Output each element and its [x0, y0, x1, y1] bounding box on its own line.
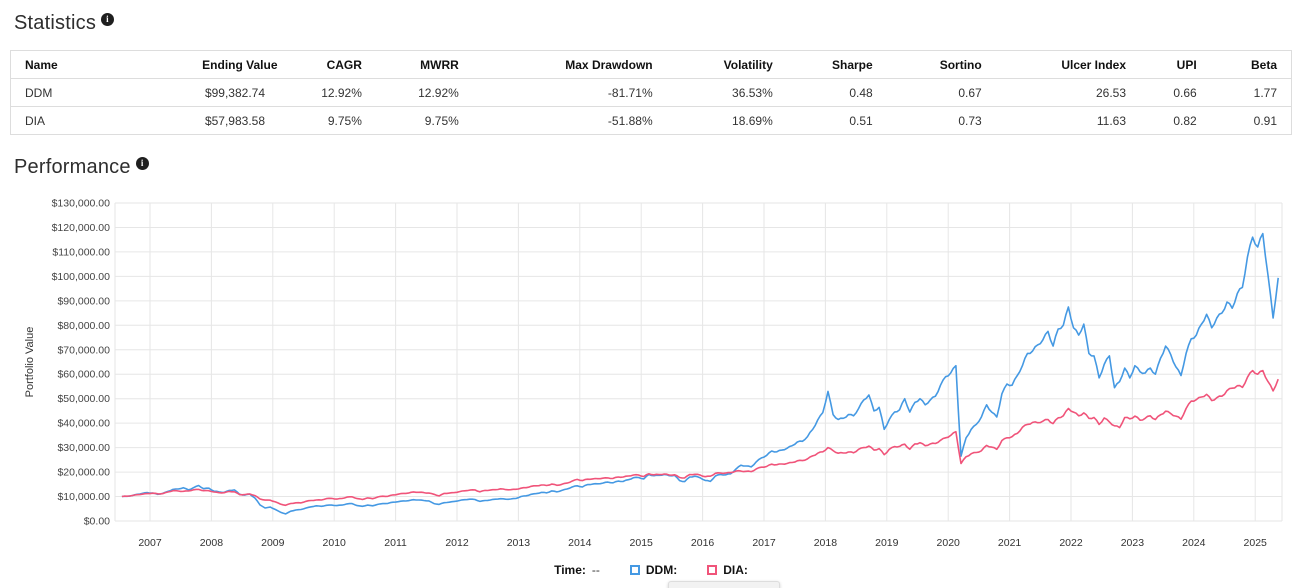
dia-series-swatch — [707, 565, 718, 575]
statistics-info-icon[interactable]: i — [101, 13, 115, 26]
x-tick-label: 2013 — [507, 537, 531, 549]
y-tick-label: $40,000.00 — [57, 418, 110, 430]
y-tick-label: $10,000.00 — [57, 491, 110, 503]
dia-sortino: 0.73 — [958, 114, 982, 128]
y-tick-label: $20,000.00 — [57, 467, 110, 479]
ddm-series-line — [121, 232, 1279, 515]
x-tick-label: 2012 — [445, 537, 469, 549]
dia-ulcer-index: 11.63 — [1096, 114, 1127, 128]
statistics-title-text: Statistics — [14, 12, 97, 34]
statistics-section-title: Statistics i — [14, 12, 115, 35]
col-ending-value: Ending Value — [188, 50, 279, 79]
x-tick-label: 2014 — [568, 537, 592, 549]
x-tick-label: 2015 — [630, 537, 654, 549]
legend-time-value: -- — [591, 563, 600, 577]
performance-info-icon[interactable]: i — [135, 157, 149, 170]
col-sharpe: Sharpe — [786, 50, 887, 79]
y-tick-label: $100,000.00 — [52, 271, 111, 283]
ddm-sortino: 0.67 — [886, 78, 996, 107]
ddm-max-drawdown: -81.71% — [472, 78, 667, 107]
legend-item-dia[interactable]: DIA: — [707, 563, 748, 577]
col-sortino: Sortino — [886, 50, 996, 79]
table-row-dia: DIA $57,983.58 9.75% 9.75% -51.88% 18.69… — [11, 107, 1292, 135]
x-tick-label: 2010 — [323, 537, 347, 549]
y-tick-label: $110,000.00 — [52, 246, 110, 258]
legend-time-label: Time: — [554, 563, 586, 577]
partial-popup — [668, 581, 780, 588]
y-tick-label: $130,000.00 — [52, 198, 111, 210]
stats-header-row: Name Ending Value CAGR MWRR Max Drawdown… — [10, 50, 1292, 79]
table-row-ddm: DDM $99,382.74 12.92% 12.92% -81.71% 36.… — [10, 78, 1292, 107]
dia-cagr: 9.75% — [327, 114, 362, 128]
col-max-drawdown: Max Drawdown — [472, 50, 667, 79]
dia-name: DIA — [25, 114, 46, 128]
y-tick-label: $60,000.00 — [57, 369, 110, 381]
ddm-name: DDM — [10, 78, 189, 107]
ddm-cagr: 12.92% — [279, 78, 376, 107]
x-tick-label: 2024 — [1182, 537, 1206, 549]
dia-ending-value: $57,983.58 — [204, 114, 265, 128]
ddm-volatility: 36.53% — [666, 78, 787, 107]
col-ulcer-index: Ulcer Index — [995, 50, 1141, 79]
x-tick-label: 2017 — [752, 537, 776, 549]
ddm-series-swatch — [629, 565, 640, 575]
x-tick-label: 2018 — [814, 537, 838, 549]
ddm-ending-value: $99,382.74 — [188, 78, 279, 107]
dia-sharpe: 0.51 — [849, 114, 873, 128]
legend-item-ddm[interactable]: DDM: — [629, 563, 678, 577]
y-tick-label: $0.00 — [84, 516, 110, 528]
legend-time: Time: -- — [554, 563, 600, 577]
col-upi: UPI — [1140, 50, 1211, 79]
x-tick-label: 2009 — [261, 537, 285, 549]
performance-chart[interactable]: $0.00 $10,000.00 $20,000.00 $30,000.00 $40,0… — [0, 188, 1302, 558]
dia-upi: 0.82 — [1173, 114, 1197, 128]
col-mwrr: MWRR — [375, 50, 473, 79]
x-tick-label: 2021 — [998, 537, 1022, 549]
y-tick-label: $70,000.00 — [57, 344, 110, 356]
x-tick-label: 2022 — [1059, 537, 1083, 549]
statistics-table: Name Ending Value CAGR MWRR Max Drawdown… — [10, 50, 1292, 135]
legend-ddm-label: DDM: — [645, 563, 678, 577]
chart-legend: Time: -- DDM: DIA: — [0, 563, 1302, 577]
dia-mwrr: 9.75% — [424, 114, 459, 128]
ddm-sharpe: 0.48 — [786, 78, 887, 107]
ddm-mwrr: 12.92% — [375, 78, 473, 107]
col-cagr: CAGR — [279, 50, 376, 79]
x-tick-label: 2023 — [1121, 537, 1145, 549]
ddm-beta: 1.77 — [1210, 78, 1292, 107]
performance-title-text: Performance — [14, 156, 131, 178]
x-tick-label: 2025 — [1244, 537, 1268, 549]
dia-series-line — [121, 369, 1279, 507]
chart-canvas[interactable]: $0.00 $10,000.00 $20,000.00 $30,000.00 $40,0… — [0, 188, 1302, 558]
col-name: Name — [10, 50, 189, 79]
x-tick-label: 2008 — [200, 537, 224, 549]
x-tick-label: 2011 — [384, 537, 407, 549]
col-beta: Beta — [1210, 50, 1292, 79]
y-tick-label: $50,000.00 — [57, 393, 110, 405]
dia-max-drawdown: -51.88% — [607, 114, 653, 128]
y-tick-label: $120,000.00 — [52, 222, 111, 234]
ddm-ulcer-index: 26.53 — [995, 78, 1141, 107]
performance-section-title: Performance i — [14, 156, 149, 179]
legend-dia-label: DIA: — [723, 563, 748, 577]
y-tick-label: $90,000.00 — [57, 295, 110, 307]
y-tick-label: $80,000.00 — [57, 320, 110, 332]
dia-beta: 0.91 — [1253, 114, 1277, 128]
x-tick-label: 2016 — [691, 537, 715, 549]
y-tick-label: $30,000.00 — [57, 442, 110, 454]
col-volatility: Volatility — [666, 50, 787, 79]
dia-volatility: 18.69% — [732, 114, 773, 128]
x-tick-label: 2007 — [138, 537, 162, 549]
x-tick-label: 2019 — [875, 537, 899, 549]
x-tick-label: 2020 — [937, 537, 961, 549]
ddm-upi: 0.66 — [1140, 78, 1211, 107]
